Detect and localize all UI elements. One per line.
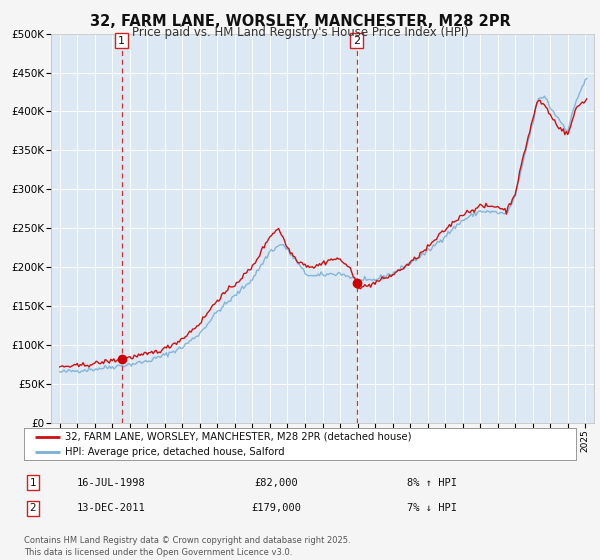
Text: Contains HM Land Registry data © Crown copyright and database right 2025.
This d: Contains HM Land Registry data © Crown c… bbox=[24, 536, 350, 557]
Text: 32, FARM LANE, WORSLEY, MANCHESTER, M28 2PR: 32, FARM LANE, WORSLEY, MANCHESTER, M28 … bbox=[89, 14, 511, 29]
Text: £82,000: £82,000 bbox=[254, 478, 298, 488]
Text: Price paid vs. HM Land Registry's House Price Index (HPI): Price paid vs. HM Land Registry's House … bbox=[131, 26, 469, 39]
Text: 8% ↑ HPI: 8% ↑ HPI bbox=[407, 478, 457, 488]
Text: 16-JUL-1998: 16-JUL-1998 bbox=[77, 478, 145, 488]
Text: 2: 2 bbox=[353, 35, 360, 45]
Text: 13-DEC-2011: 13-DEC-2011 bbox=[77, 503, 145, 514]
Text: 7% ↓ HPI: 7% ↓ HPI bbox=[407, 503, 457, 514]
Text: HPI: Average price, detached house, Salford: HPI: Average price, detached house, Salf… bbox=[65, 447, 285, 457]
Text: 1: 1 bbox=[29, 478, 37, 488]
Text: £179,000: £179,000 bbox=[251, 503, 301, 514]
Text: 2: 2 bbox=[29, 503, 37, 514]
Text: 32, FARM LANE, WORSLEY, MANCHESTER, M28 2PR (detached house): 32, FARM LANE, WORSLEY, MANCHESTER, M28 … bbox=[65, 432, 412, 442]
Text: 1: 1 bbox=[118, 35, 125, 45]
